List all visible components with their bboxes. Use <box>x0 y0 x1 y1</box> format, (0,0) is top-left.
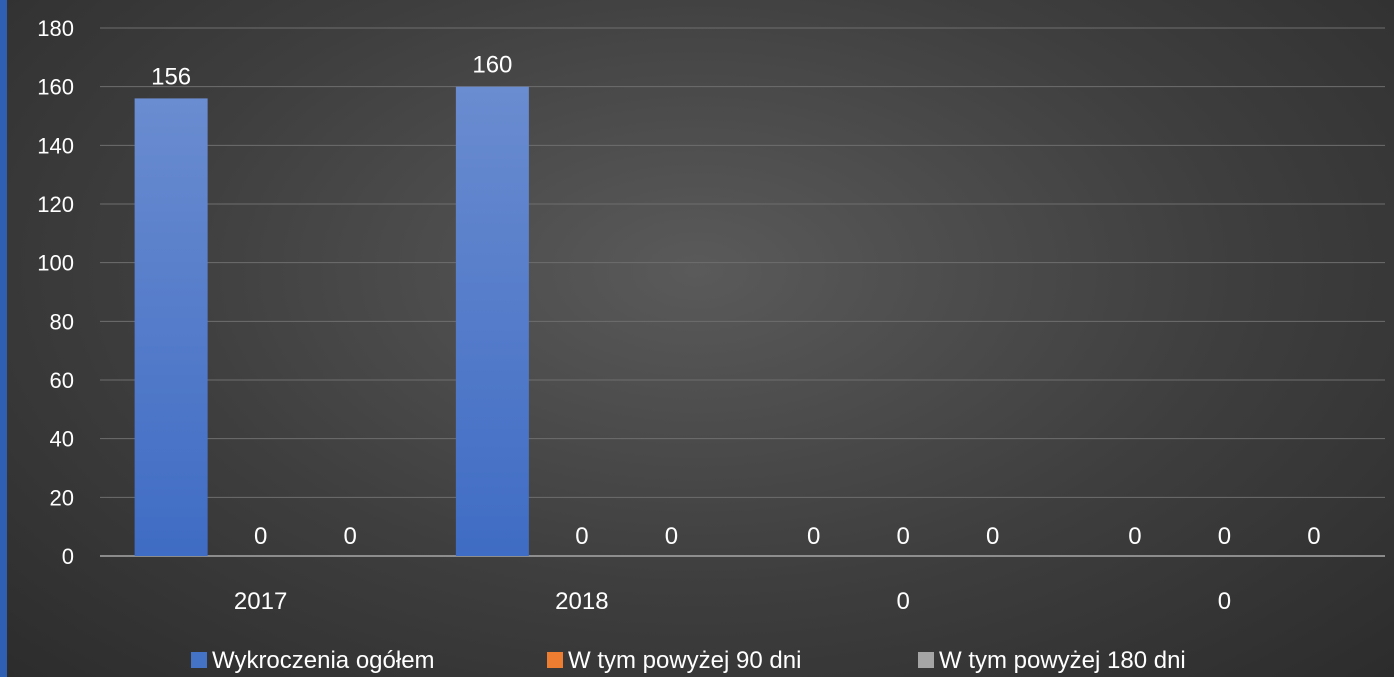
data-label: 0 <box>1128 523 1141 550</box>
legend-label: W tym powyżej 180 dni <box>939 647 1186 674</box>
data-label: 0 <box>1307 523 1320 550</box>
legend-swatch <box>191 652 207 668</box>
data-label: 0 <box>1218 523 1231 550</box>
data-label: 0 <box>575 523 588 550</box>
legend-swatch <box>547 652 563 668</box>
legend-swatch <box>918 652 934 668</box>
y-tick-label: 60 <box>50 368 74 393</box>
bar <box>455 86 529 557</box>
legend: Wykroczenia ogółem W tym powyżej 90 dni W … <box>191 647 1186 674</box>
x-category-label: 0 <box>896 588 909 615</box>
y-tick-label: 100 <box>37 251 74 276</box>
gridlines <box>100 27 1385 557</box>
x-axis-categories: 2017 2018 0 0 <box>234 588 1231 615</box>
x-category-label: 2017 <box>234 588 287 615</box>
y-tick-label: 0 <box>62 544 74 569</box>
y-axis-ticks: 0 20 40 60 80 100 120 140 160 180 <box>37 16 74 569</box>
x-category-label: 2018 <box>555 588 608 615</box>
left-accent-bar <box>0 0 7 677</box>
data-label: 0 <box>807 523 820 550</box>
data-label: 156 <box>151 63 191 90</box>
legend-label: Wykroczenia ogółem <box>212 647 435 674</box>
y-tick-label: 80 <box>50 309 74 334</box>
data-label: 0 <box>665 523 678 550</box>
x-category-label: 0 <box>1218 588 1231 615</box>
bar <box>134 98 208 557</box>
legend-label: W tym powyżej 90 dni <box>568 647 801 674</box>
y-tick-label: 180 <box>37 16 74 41</box>
data-labels: 156 0 0 160 0 0 0 0 0 0 0 0 <box>151 52 1320 550</box>
bars <box>134 86 529 557</box>
y-tick-label: 40 <box>50 427 74 452</box>
y-tick-label: 20 <box>50 485 74 510</box>
y-tick-label: 140 <box>37 133 74 158</box>
data-label: 0 <box>896 523 909 550</box>
data-label: 160 <box>472 52 512 79</box>
y-tick-label: 120 <box>37 192 74 217</box>
data-label: 0 <box>254 523 267 550</box>
data-label: 0 <box>986 523 999 550</box>
y-tick-label: 160 <box>37 75 74 100</box>
data-label: 0 <box>343 523 356 550</box>
